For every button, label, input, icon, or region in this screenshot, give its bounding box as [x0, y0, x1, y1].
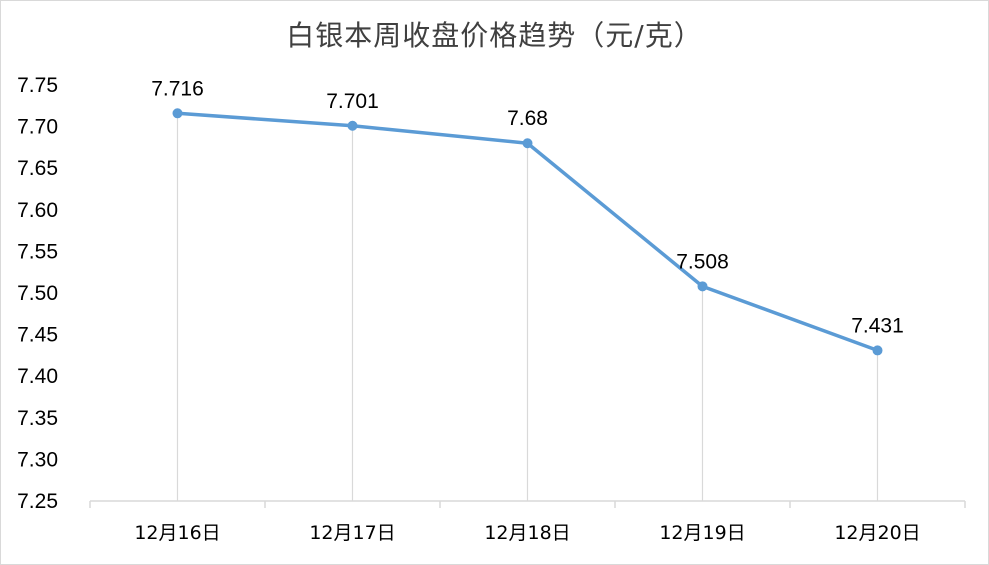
x-tick-label: 12月20日	[834, 522, 920, 544]
y-tick-label: 7.65	[17, 157, 58, 180]
data-label: 7.68	[507, 107, 548, 130]
data-point-marker	[172, 108, 183, 119]
y-tick-label: 7.55	[17, 240, 58, 263]
chart-title: 白银本周收盘价格趋势（元/克）	[286, 19, 703, 52]
data-point-marker	[872, 345, 883, 356]
y-tick-label: 7.45	[17, 324, 58, 347]
y-tick-label: 7.40	[17, 365, 58, 388]
data-point-marker	[522, 138, 533, 149]
data-point-marker	[697, 281, 708, 292]
data-label: 7.508	[676, 250, 729, 273]
y-tick-label: 7.60	[17, 199, 58, 222]
series-layer	[172, 108, 883, 356]
y-tick-label: 7.30	[17, 448, 58, 471]
y-tick-label: 7.70	[17, 116, 58, 139]
data-label: 7.701	[326, 90, 379, 113]
x-tick-label: 12月16日	[134, 522, 220, 544]
label-layer: 7.716 7.701 7.68 7.508 7.431	[151, 77, 904, 337]
x-tick-label: 12月17日	[309, 522, 395, 544]
drop-lines	[176, 113, 879, 501]
axis-layer: 7.25 7.30 7.35 7.40 7.45 7.50 7.55 7.60 7.65 7.70…	[17, 74, 966, 544]
y-tick-label: 7.50	[17, 282, 58, 305]
y-tick-label: 7.75	[17, 74, 58, 97]
data-label: 7.431	[851, 314, 904, 337]
data-point-marker	[347, 120, 358, 131]
data-label: 7.716	[151, 77, 204, 100]
x-tick-label: 12月19日	[659, 522, 745, 544]
y-tick-label: 7.25	[17, 490, 58, 513]
y-tick-label: 7.35	[17, 407, 58, 430]
x-tick-label: 12月18日	[484, 522, 570, 544]
